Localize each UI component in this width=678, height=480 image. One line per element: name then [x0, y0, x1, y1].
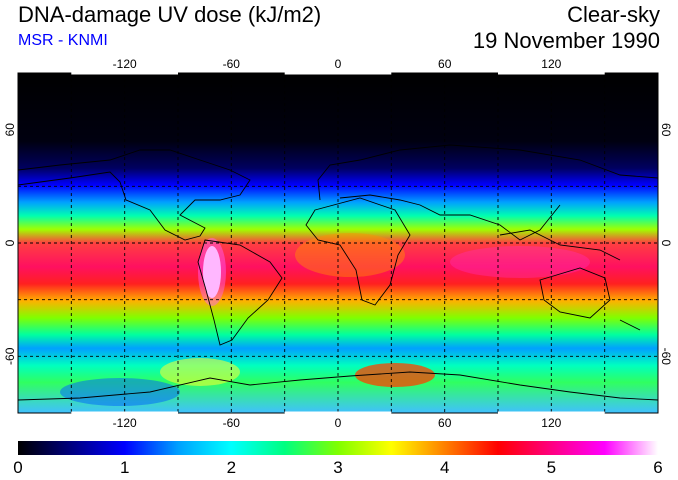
lon-label-bottom: 60	[438, 416, 452, 430]
africa-dose-region	[295, 233, 405, 277]
date-label: 19 November 1990	[472, 28, 660, 53]
lon-label-top: -120	[113, 57, 137, 71]
antarctic-high-dose	[355, 363, 435, 387]
colorbar	[18, 441, 658, 455]
colorbar-tick-label: 5	[546, 458, 557, 477]
lat-label-left: 60	[3, 123, 17, 137]
colorbar-tick-label: 4	[439, 458, 450, 477]
colorbar-tick-label: 0	[13, 458, 23, 477]
lat-label-right: 60	[659, 123, 673, 137]
graticule	[18, 73, 658, 413]
australia-coastline	[539, 267, 611, 319]
antarctica-coastline	[18, 371, 658, 401]
map-title: DNA-damage UV dose (kJ/m2)	[18, 2, 322, 27]
lon-label-top: 60	[438, 57, 452, 71]
africa-coastline	[305, 197, 411, 306]
condition-label: Clear-sky	[567, 2, 660, 27]
eurasia-coastline	[317, 144, 658, 241]
credit-label: MSR - KNMI	[18, 32, 108, 49]
lon-label-top: 120	[541, 57, 561, 71]
world-uv-map: -120 -60 0 60 120 -120 -60 0 60 120 60 0…	[3, 57, 673, 430]
lat-label-left: 0	[3, 239, 17, 246]
lat-label-left: -60	[3, 347, 17, 365]
frame-markers	[71, 71, 605, 415]
colorbar-tick-label: 6	[653, 458, 663, 477]
colorbar-tick-label: 1	[119, 458, 130, 477]
indonesia-coastline	[499, 229, 641, 331]
antarctic-peninsula-dose	[160, 358, 240, 386]
lon-label-bottom: 120	[541, 416, 561, 430]
south-america-coastline	[197, 239, 283, 346]
colorbar-tick-label: 2	[226, 458, 237, 477]
andes-halo	[198, 238, 226, 306]
colorbar-tick-label: 3	[333, 458, 343, 477]
lat-label-right: 0	[659, 240, 673, 247]
lon-label-bottom: 0	[335, 416, 342, 430]
lon-label-bottom: -60	[223, 416, 241, 430]
lon-label-top: 0	[335, 57, 342, 71]
lon-label-top: -60	[223, 57, 241, 71]
north-america-coastline	[18, 149, 251, 241]
lon-label-bottom: -120	[113, 416, 137, 430]
pacific-dose-region	[450, 246, 590, 278]
lat-label-right: -60	[659, 348, 673, 366]
ross-sea-low-dose	[60, 378, 180, 406]
andes-peak-dose	[203, 246, 221, 298]
